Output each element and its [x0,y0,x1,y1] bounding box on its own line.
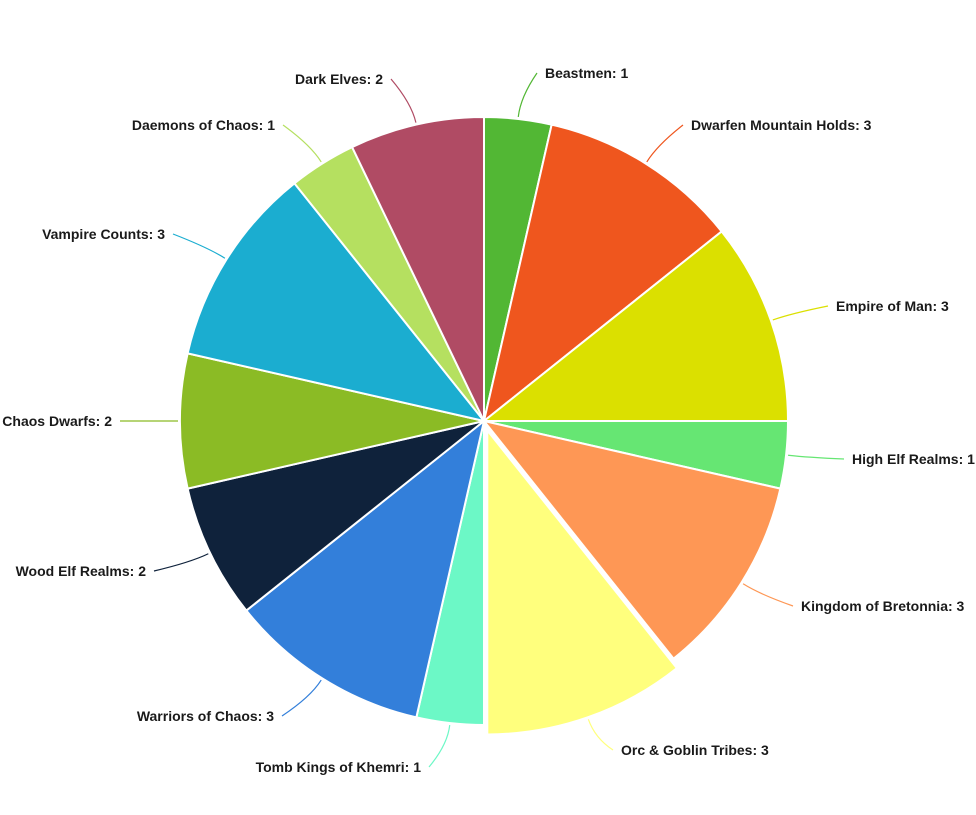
leader-line-kingdom-of-bretonnia [742,583,794,607]
pie-slice-vampire-counts[interactable] [186,181,487,423]
pie-slice-kingdom-of-bretonnia[interactable] [481,419,782,661]
slice-label-dark-elves: Dark Elves: 2 [295,71,383,87]
leader-line-tomb-kings-of-khemri [428,725,451,768]
leader-line-beastmen [517,72,538,117]
slice-label-warriors-of-chaos: Warriors of Chaos: 3 [137,708,274,724]
slice-label-beastmen: Beastmen: 1 [545,65,628,81]
slice-label-chaos-dwarfs: Chaos Dwarfs: 2 [2,413,112,429]
pie-slice-orc-and-goblin-tribes[interactable] [486,427,679,736]
slice-label-high-elf-realms: High Elf Realms: 1 [852,451,975,467]
pie-slice-dark-elves[interactable] [350,115,485,422]
leader-line-warriors-of-chaos [281,679,322,717]
leader-line-empire-of-man [772,305,829,321]
slice-label-daemons-of-chaos: Daemons of Chaos: 1 [132,117,275,133]
leader-line-dwarfen-mountain-holds [646,124,684,163]
pie-slice-chaos-dwarfs[interactable] [179,352,485,490]
leader-line-high-elf-realms [788,454,845,460]
slices-layer [179,115,790,736]
slice-label-vampire-counts: Vampire Counts: 3 [42,226,165,242]
leader-line-orc-and-goblin-tribes [587,719,614,751]
pie-slice-warriors-of-chaos[interactable] [244,418,486,719]
pie-slice-empire-of-man[interactable] [481,230,790,422]
leader-line-daemons-of-chaos [282,124,322,163]
leader-line-dark-elves [390,78,417,123]
slice-label-wood-elf-realms: Wood Elf Realms: 2 [16,563,147,579]
leader-line-wood-elf-realms [153,553,209,572]
slice-label-empire-of-man: Empire of Man: 3 [836,298,949,314]
labels-layer: Beastmen: 1 Dwarfen Mountain Holds: 3 Empi… [2,65,975,775]
pie-slice-wood-elf-realms[interactable] [186,420,485,612]
leader-line-vampire-counts [172,233,226,259]
slice-label-kingdom-of-bretonnia: Kingdom of Bretonnia: 3 [801,598,965,614]
slice-label-orc-and-goblin-tribes: Orc & Goblin Tribes: 3 [621,742,769,758]
pie-slice-dwarfen-mountain-holds[interactable] [482,123,724,424]
slice-label-tomb-kings-of-khemri: Tomb Kings of Khemri: 1 [256,759,422,775]
leader-lines-layer [120,72,845,768]
slice-label-dwarfen-mountain-holds: Dwarfen Mountain Holds: 3 [691,117,872,133]
